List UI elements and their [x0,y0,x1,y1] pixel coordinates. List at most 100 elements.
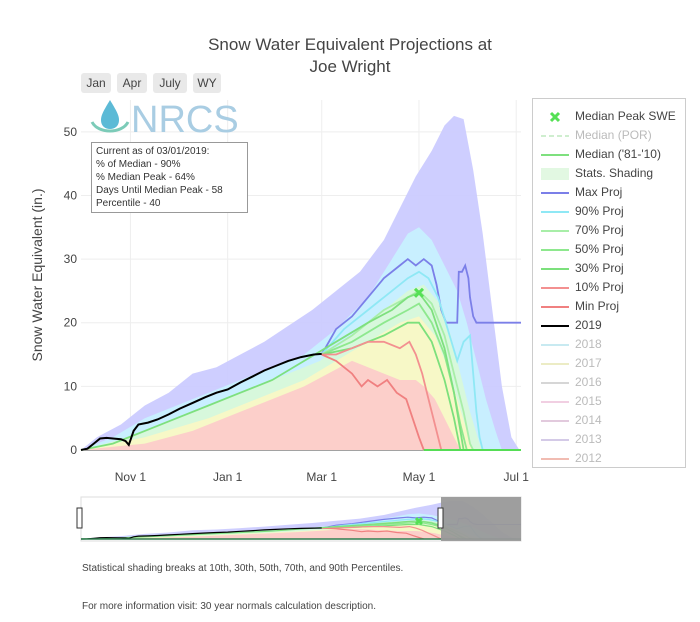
y-tick-label-0: 0 [70,443,77,457]
chart-title-line2: Joe Wright [310,57,391,76]
legend-label: 2012 [575,451,602,465]
legend-swatch [541,401,569,403]
legend-label: 2013 [575,432,602,446]
x-tick-label-1: Jan 1 [213,470,243,484]
legend-label: 2019 [575,318,602,332]
legend-item-70-proj[interactable]: 70% Proj [533,221,683,240]
info-line-percentile: Percentile - 40 [96,198,161,209]
legend-swatch [541,154,569,156]
legend-label: Stats. Shading [575,166,654,180]
legend-swatch [541,192,569,194]
median-peak-marker [413,287,425,298]
line-90-proj [321,270,484,451]
shading-note: Statistical shading breaks at 10th, 30th… [82,563,404,574]
legend-swatch [541,135,569,137]
legend-label: 30% Proj [575,261,624,275]
mini-band-min-shading [81,528,521,539]
legend-item-2017[interactable]: 2017 [533,354,683,373]
legend-label: 90% Proj [575,204,624,218]
range-slider[interactable] [76,496,522,542]
legend-label: 2014 [575,413,602,427]
legend-swatch [541,287,569,289]
legend-item-median-81-10[interactable]: Median ('81-'10) [533,145,683,164]
legend-item-2018[interactable]: 2018 [533,335,683,354]
legend-item-median-por[interactable]: Median (POR) [533,126,683,145]
legend-label: 2016 [575,375,602,389]
legend-label: 2018 [575,337,602,351]
range-slider-right-handle[interactable] [437,507,444,529]
info-line-median-peak: % Median Peak - 64% [96,172,195,183]
line-70-proj [321,289,475,451]
range-button-apr[interactable]: Apr [117,73,147,93]
legend-item-2019[interactable]: 2019 [533,316,683,335]
projection-lines [80,257,521,451]
x-tick-label-4: Jul 1 [504,470,530,484]
info-line-median: % of Median - 90% [96,159,181,170]
y-tick-label-40: 40 [64,188,78,202]
y-tick-label-50: 50 [64,125,78,139]
legend-item-2014[interactable]: 2014 [533,411,683,430]
legend-swatch [549,111,561,123]
y-axis-title: Snow Water Equivalent (in.) [29,189,45,362]
shading-bands [81,115,521,451]
legend-label: 2015 [575,394,602,408]
range-slider-mask [441,497,521,541]
legend-item-2013[interactable]: 2013 [533,430,683,449]
legend-item-50-proj[interactable]: 50% Proj [533,240,683,259]
legend-label: Median ('81-'10) [575,147,661,161]
median-peak-point [413,287,425,298]
legend-item-max-proj[interactable]: Max Proj [533,183,683,202]
legend-swatch [541,363,569,365]
legend-swatch [541,211,569,213]
legend-label: Median (POR) [575,128,652,142]
info-line-date: Current as of 03/01/2019: [96,146,210,157]
y-tick-label-10: 10 [64,379,78,393]
legend-label: Max Proj [575,185,623,199]
range-button-jan[interactable]: Jan [81,73,111,93]
legend-swatch [541,268,569,270]
legend-label: 50% Proj [575,242,624,256]
legend-item-median-peak-swe[interactable]: Median Peak SWE [533,107,683,126]
info-note: For more information visit: 30 year norm… [82,601,377,612]
legend-label: Median Peak SWE [575,109,676,123]
line-median-81-10 [80,291,465,451]
info-line-days-until-peak: Days Until Median Peak - 58 [96,185,223,196]
legend-item-10-proj[interactable]: 10% Proj [533,278,683,297]
band-min-shading [81,360,521,450]
legend-swatch [541,168,569,180]
chart-legend: Median Peak SWE Median (POR) Median ('81-'… [532,98,686,468]
legend-swatch [541,458,569,460]
status-info-box: Current as of 03/01/2019: % of Median - … [91,142,248,213]
line-10-proj [321,340,443,451]
mini-line-10-proj [321,525,442,540]
range-slider-left-handle[interactable] [76,507,83,529]
line-min-proj [321,353,425,451]
legend-item-2016[interactable]: 2016 [533,373,683,392]
logo-text: NRCS [131,99,239,141]
range-button-wy[interactable]: WY [193,73,221,93]
legend-item-min-proj[interactable]: Min Proj [533,297,683,316]
legend-label: 2017 [575,356,602,370]
legend-label: 10% Proj [575,280,624,294]
mini-line-2019 [80,527,322,540]
legend-swatch [541,306,569,308]
legend-item-90-proj[interactable]: 90% Proj [533,202,683,221]
legend-item-30-proj[interactable]: 30% Proj [533,259,683,278]
legend-swatch [541,249,569,251]
water-drop-icon [90,100,130,133]
legend-item-2015[interactable]: 2015 [533,392,683,411]
x-tick-label-3: May 1 [403,470,436,484]
legend-item-stats-shading[interactable]: Stats. Shading [533,164,683,183]
line-2019 [80,352,322,451]
chart-title-line1: Snow Water Equivalent Projections at [208,35,492,54]
legend-item-2012[interactable]: 2012 [533,449,683,468]
range-button-july[interactable]: July [153,73,187,93]
legend-swatch [541,382,569,384]
x-tick-label-0: Nov 1 [115,470,147,484]
x-tick-label-2: Mar 1 [306,470,337,484]
mini-line-min-proj [321,527,424,540]
legend-swatch [541,344,569,346]
legend-label: 70% Proj [575,223,624,237]
nrcs-logo: NRCS [90,99,239,141]
